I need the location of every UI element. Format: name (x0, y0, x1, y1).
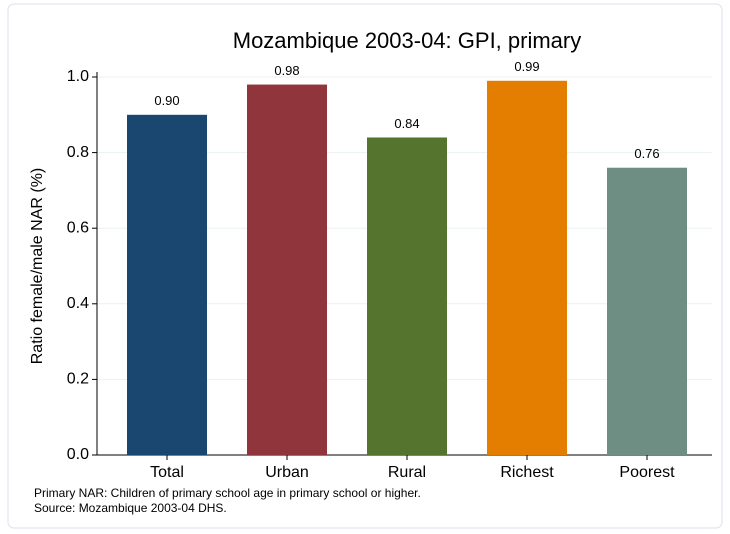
x-tick-label: Urban (265, 464, 309, 481)
y-tick-label: 0.0 (67, 446, 89, 463)
bar (607, 167, 687, 455)
y-tick-label: 0.4 (67, 295, 89, 312)
x-tick-label: Total (150, 464, 184, 481)
y-axis-label: Ratio female/male NAR (%) (29, 168, 46, 365)
x-tick-label: Rural (388, 464, 426, 481)
y-tick-label: 1.0 (67, 68, 89, 85)
value-label: 0.90 (154, 93, 179, 108)
value-label: 0.76 (634, 146, 659, 161)
bar (367, 137, 447, 456)
bar (247, 84, 327, 455)
note: Source: Mozambique 2003-04 DHS. (34, 501, 227, 515)
bar (487, 80, 567, 455)
value-label: 0.98 (274, 63, 299, 78)
bar (127, 114, 207, 456)
x-tick-label: Poorest (619, 464, 675, 481)
note: Primary NAR: Children of primary school … (34, 486, 421, 500)
y-tick-label: 0.8 (67, 144, 89, 161)
value-label: 0.84 (394, 116, 419, 131)
y-tick-label: 0.2 (67, 371, 89, 388)
x-tick-label: Richest (500, 464, 554, 481)
value-label: 0.99 (514, 59, 539, 74)
y-tick-label: 0.6 (67, 219, 89, 236)
chart-title: Mozambique 2003-04: GPI, primary (233, 28, 582, 53)
